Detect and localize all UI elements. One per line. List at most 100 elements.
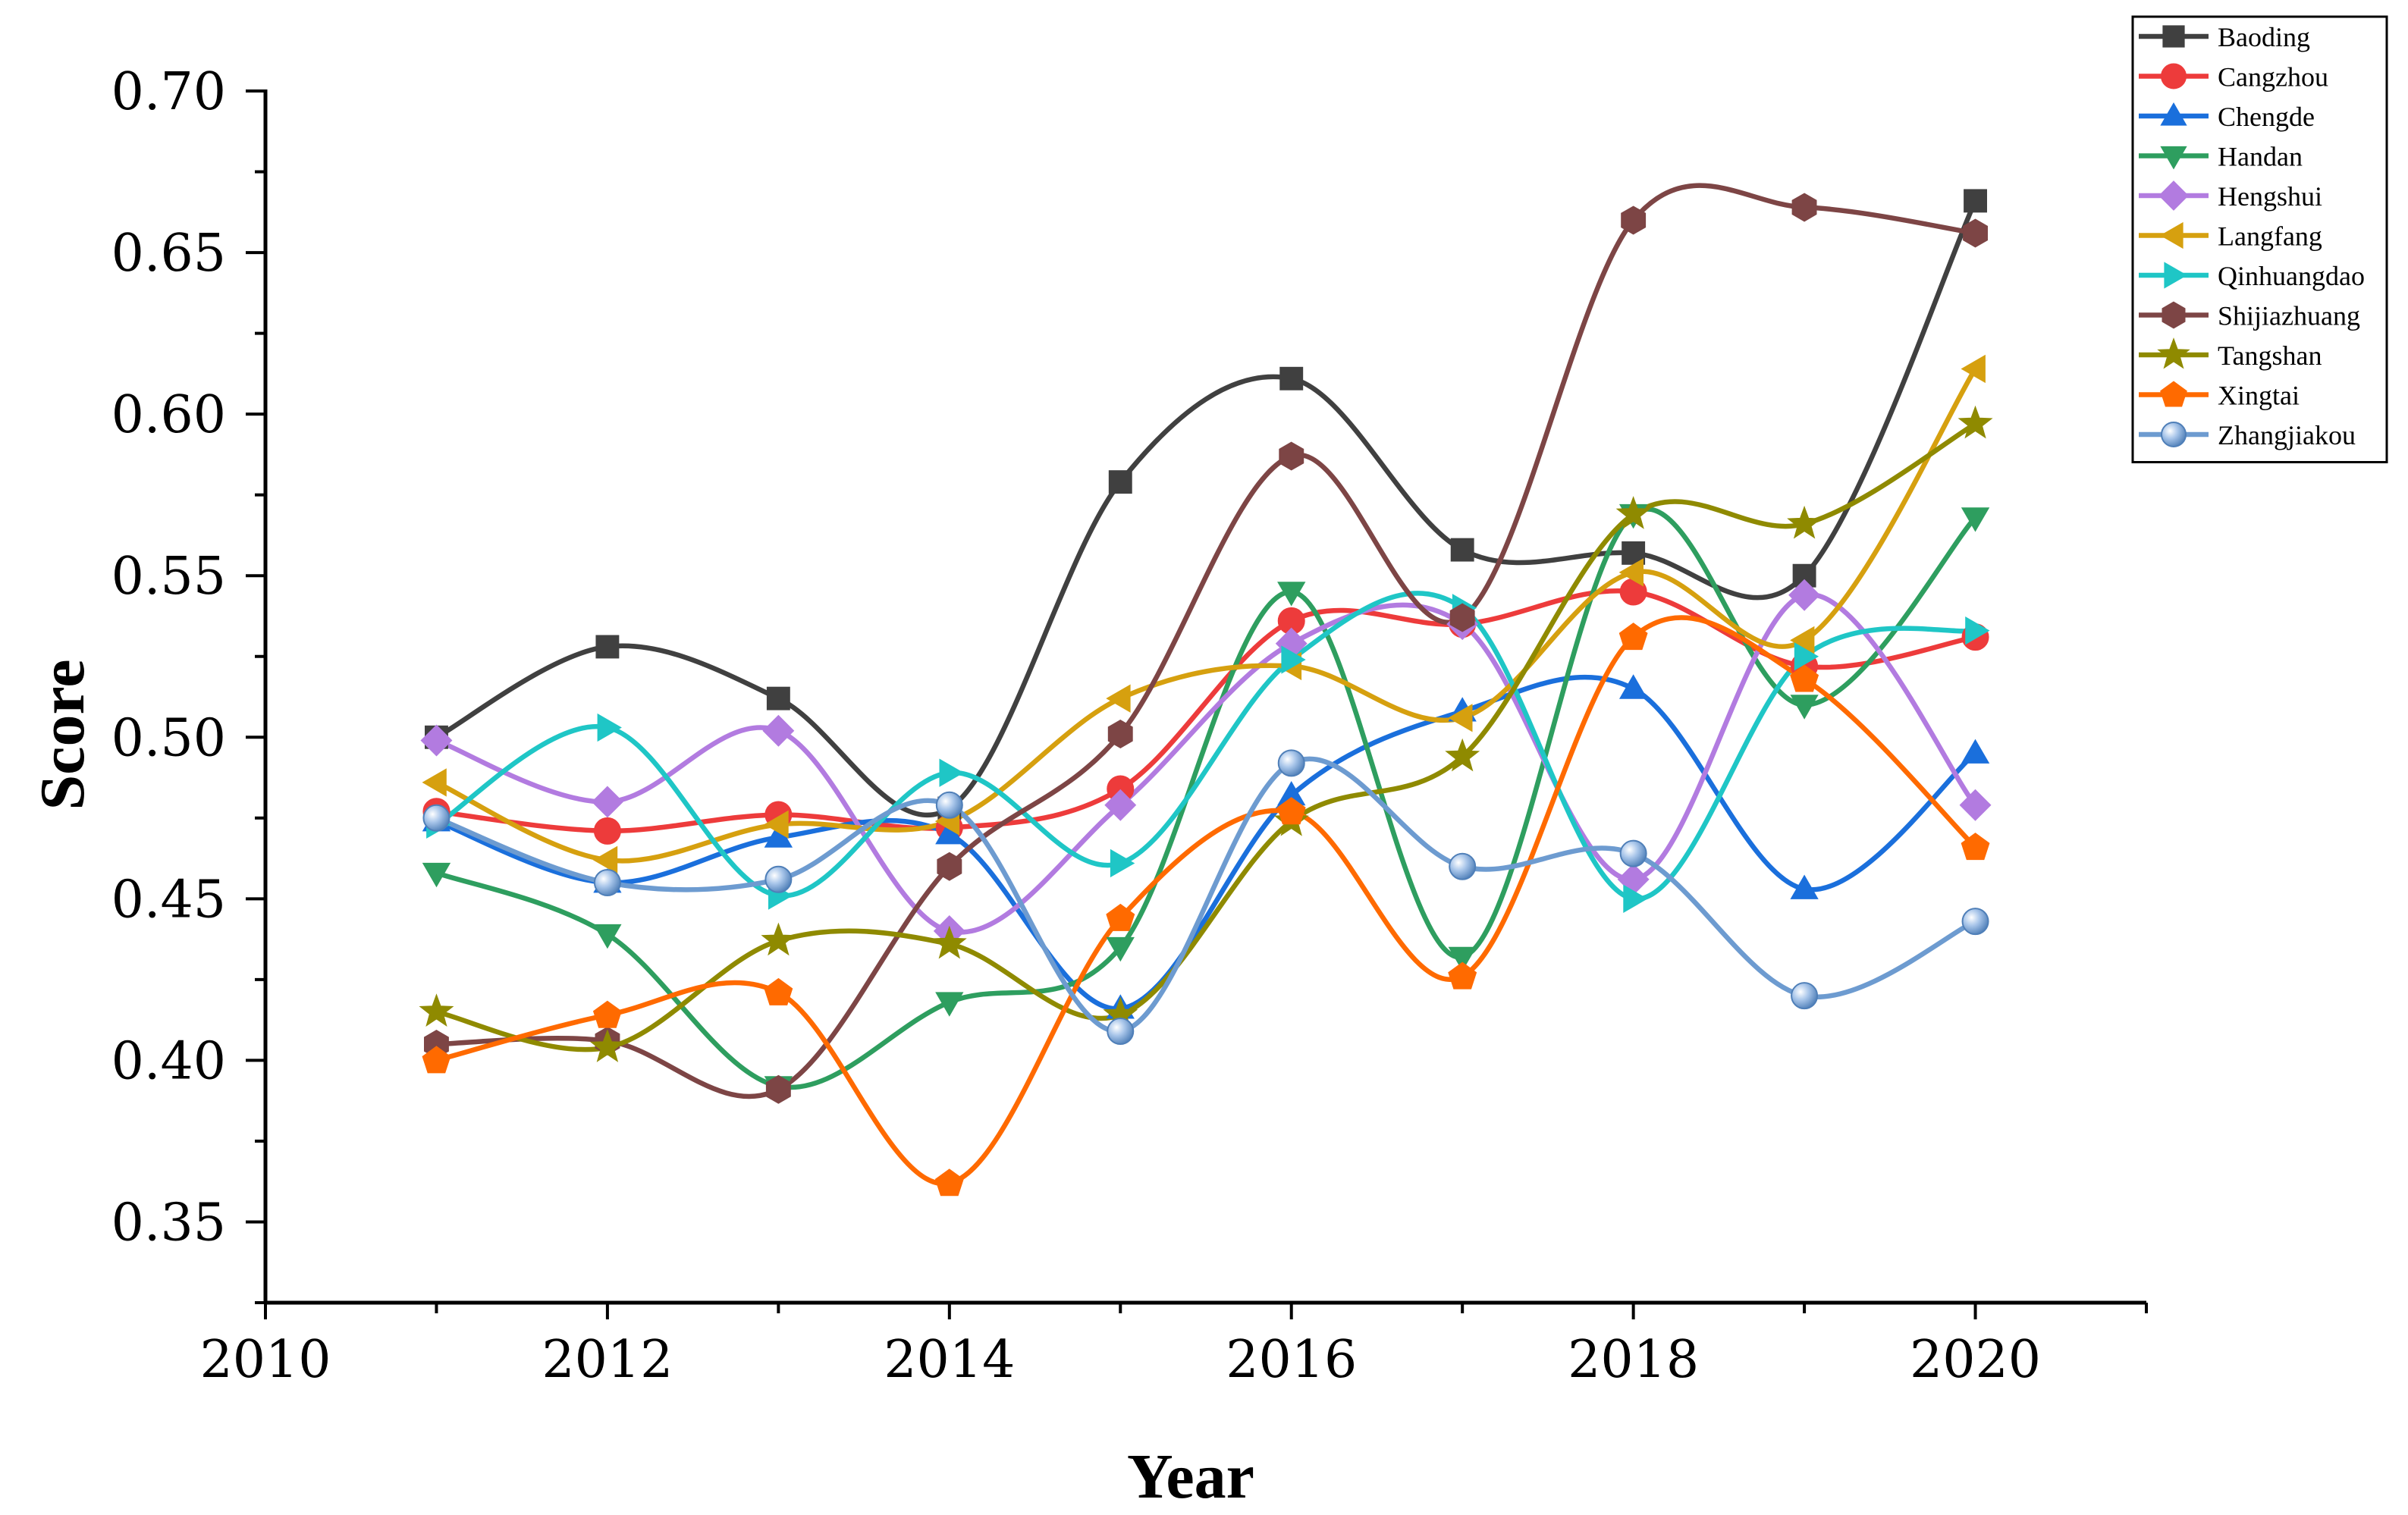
data-point-chengde (1961, 739, 1990, 764)
data-point-xingtai (1618, 623, 1648, 651)
data-point-baoding (1964, 189, 1987, 213)
data-point-shijiazhuang (1621, 205, 1647, 235)
x-tick-label: 2010 (199, 1330, 331, 1390)
y-tick-label: 0.70 (111, 62, 226, 122)
data-point-tangshan (1787, 505, 1822, 539)
data-point-qinhuangdao (1965, 616, 1990, 645)
data-point-qinhuangdao (939, 758, 964, 787)
data-point-qinhuangdao (1281, 645, 1306, 674)
data-point-chengde (1618, 674, 1648, 699)
legend-marker (2158, 180, 2189, 211)
data-point-langfang (1448, 704, 1473, 732)
data-point-shijiazhuang (1107, 720, 1133, 749)
data-point-tangshan (761, 922, 796, 956)
data-point-tangshan (589, 1029, 625, 1062)
data-point-tangshan (1957, 405, 1993, 439)
axes (246, 89, 2148, 1319)
data-point-xingtai (592, 1000, 622, 1028)
x-tick-label: 2020 (1910, 1330, 2041, 1390)
series-line-chengde (435, 674, 1977, 1012)
series-line-qinhuangdao (435, 591, 1976, 902)
data-point-baoding (1279, 366, 1304, 391)
legend-label: Qinhuangdao (2218, 261, 2365, 291)
data-point-zhangjiakou (1277, 749, 1305, 777)
x-tick-label: 2014 (884, 1330, 1015, 1390)
data-point-handan (593, 924, 622, 949)
series-line-baoding (435, 199, 1978, 817)
data-point-shijiazhuang (1963, 218, 1988, 248)
legend-marker (2162, 25, 2185, 48)
legend-marker (2159, 221, 2184, 249)
data-point-chengde (1790, 874, 1819, 899)
legend-marker (2160, 381, 2187, 407)
series-line-cangzhou (436, 588, 1976, 834)
legend-marker (2160, 102, 2187, 126)
legend-label: Shijiazhuang (2218, 301, 2360, 331)
data-point-langfang (592, 845, 618, 874)
data-point-langfang (1106, 684, 1131, 713)
legend-marker (2162, 301, 2186, 329)
data-point-xingtai (422, 1046, 451, 1074)
x-tick-label: 2012 (542, 1330, 673, 1390)
data-point-handan (1448, 946, 1477, 972)
data-point-handan (1961, 507, 1990, 532)
series-line-xingtai (435, 615, 1977, 1187)
data-point-xingtai (1961, 833, 1990, 861)
data-point-baoding (766, 686, 790, 710)
data-point-xingtai (934, 1168, 964, 1197)
y-tick-label: 0.35 (111, 1193, 226, 1253)
data-point-shijiazhuang (1791, 193, 1817, 222)
y-tick-label: 0.55 (111, 547, 226, 607)
data-point-qinhuangdao (1110, 848, 1135, 878)
legend-label: Zhangjiakou (2218, 420, 2356, 450)
series-line-shijiazhuang (436, 183, 1976, 1099)
data-point-handan (1277, 582, 1306, 607)
data-point-hengshui (420, 724, 453, 757)
y-tick-label: 0.65 (111, 224, 226, 284)
data-point-langfang (1961, 354, 1986, 384)
series-line-langfang (435, 367, 1978, 864)
x-axis-title: Year (1127, 1441, 1254, 1512)
series-line-zhangjiakou (435, 756, 1976, 1034)
data-point-tangshan (419, 993, 454, 1027)
data-point-xingtai (1106, 903, 1135, 931)
series-lines (435, 183, 1978, 1187)
data-point-zhangjiakou (1619, 839, 1647, 867)
data-point-zhangjiakou (764, 865, 793, 893)
data-point-baoding (1108, 470, 1132, 494)
legend-label: Xingtai (2218, 381, 2300, 411)
data-point-langfang (1618, 558, 1644, 587)
legend: Baoding Cangzhou Chengde Handan Hengshui Lang… (2131, 15, 2388, 463)
y-tick-label: 0.45 (111, 870, 226, 930)
legend-label: Chengde (2218, 102, 2315, 132)
data-point-hengshui (1104, 789, 1137, 821)
data-point-handan (422, 862, 451, 888)
data-point-handan (935, 992, 964, 1017)
data-point-zhangjiakou (935, 791, 963, 819)
data-point-hengshui (1617, 863, 1650, 896)
data-point-zhangjiakou (1791, 982, 1819, 1010)
data-point-zhangjiakou (422, 804, 451, 832)
data-point-baoding (595, 635, 620, 659)
legend-label: Cangzhou (2218, 62, 2328, 93)
legend-label: Handan (2218, 142, 2303, 172)
data-point-shijiazhuang (1449, 603, 1475, 632)
legend-marker (2157, 337, 2190, 369)
data-point-shijiazhuang (1279, 441, 1304, 471)
data-point-shijiazhuang (765, 1074, 791, 1104)
y-tick-label: 0.40 (111, 1031, 226, 1091)
data-point-tangshan (931, 925, 967, 959)
data-point-shijiazhuang (937, 852, 962, 881)
y-tick-label: 0.60 (111, 385, 226, 445)
series-markers (419, 189, 1993, 1197)
data-point-langfang (422, 768, 447, 797)
legend-marker (2160, 146, 2187, 170)
data-point-xingtai (1448, 961, 1477, 990)
data-point-zhangjiakou (1961, 908, 1989, 936)
data-point-zhangjiakou (1449, 852, 1477, 880)
y-tick-label: 0.50 (111, 708, 226, 768)
legend-marker (2164, 262, 2188, 289)
data-point-xingtai (1790, 664, 1819, 692)
data-point-zhangjiakou (593, 869, 621, 897)
